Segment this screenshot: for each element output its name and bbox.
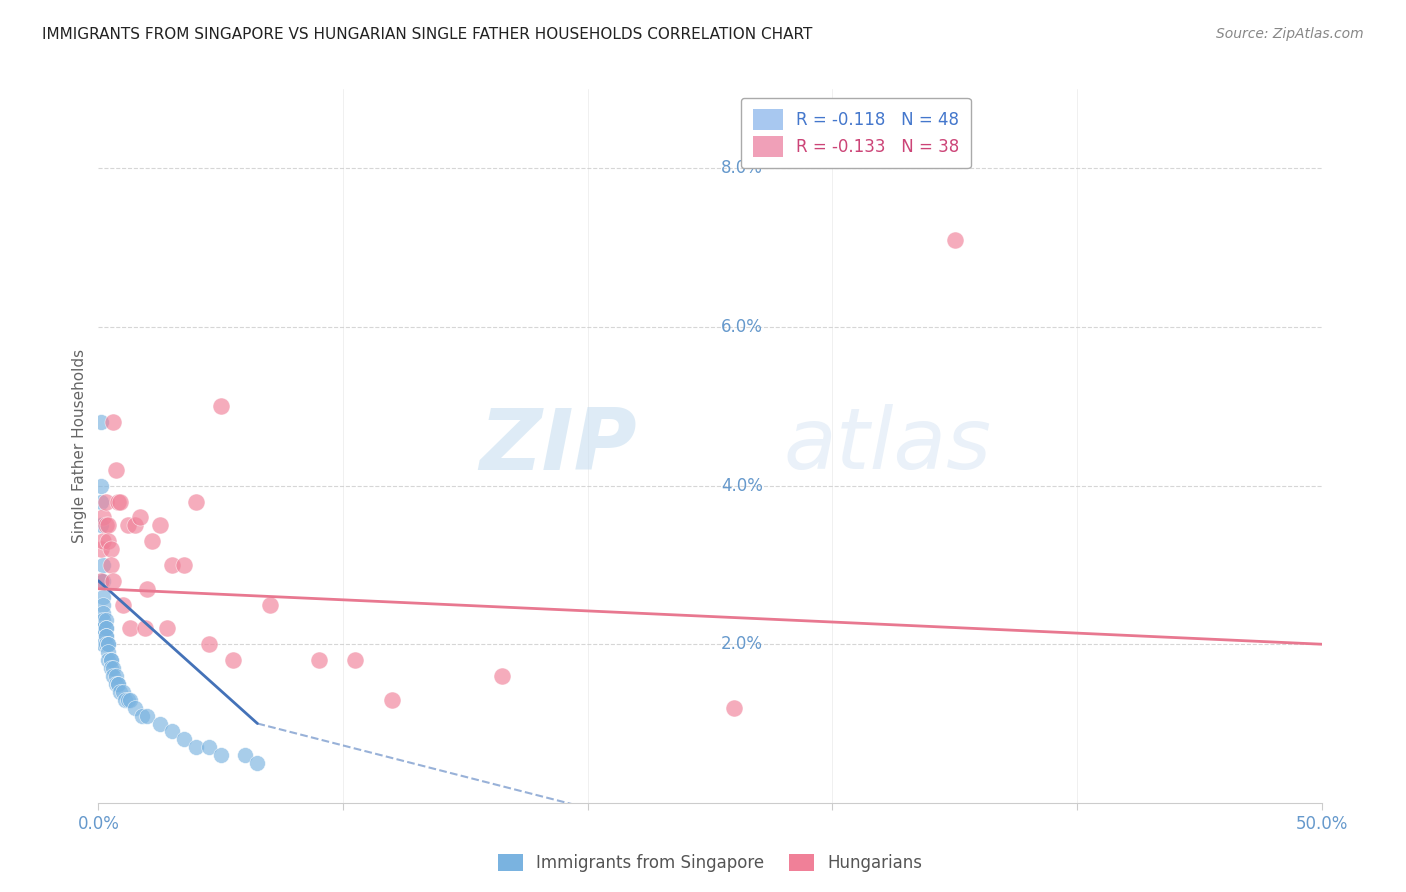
Point xyxy=(222,653,245,667)
Point xyxy=(141,534,163,549)
Point xyxy=(91,558,114,572)
Point xyxy=(97,637,120,651)
Point xyxy=(91,534,114,549)
Point xyxy=(491,669,513,683)
Y-axis label: Single Father Households: Single Father Households xyxy=(72,349,87,543)
Point xyxy=(91,606,114,620)
Text: IMMIGRANTS FROM SINGAPORE VS HUNGARIAN SINGLE FATHER HOUSEHOLDS CORRELATION CHAR: IMMIGRANTS FROM SINGAPORE VS HUNGARIAN S… xyxy=(42,27,813,42)
Point xyxy=(107,677,129,691)
Point xyxy=(91,574,114,588)
Legend: Immigrants from Singapore, Hungarians: Immigrants from Singapore, Hungarians xyxy=(489,846,931,880)
Point xyxy=(723,700,745,714)
Point xyxy=(160,724,183,739)
Point xyxy=(90,415,112,429)
Point xyxy=(129,510,152,524)
Point xyxy=(173,732,195,747)
Point xyxy=(94,637,117,651)
Point xyxy=(149,716,172,731)
Point xyxy=(94,614,117,628)
Point xyxy=(136,582,159,596)
Point xyxy=(100,661,122,675)
Point xyxy=(104,677,127,691)
Point xyxy=(104,669,127,683)
Point xyxy=(94,621,117,635)
Point xyxy=(97,653,120,667)
Text: atlas: atlas xyxy=(783,404,991,488)
Point xyxy=(209,400,232,414)
Point xyxy=(91,637,114,651)
Point xyxy=(136,708,159,723)
Point xyxy=(197,740,219,755)
Point xyxy=(90,494,112,508)
Point xyxy=(114,692,136,706)
Point xyxy=(246,756,269,771)
Text: 6.0%: 6.0% xyxy=(721,318,763,336)
Point xyxy=(259,598,281,612)
Point xyxy=(91,510,114,524)
Point xyxy=(111,598,134,612)
Point xyxy=(101,661,124,675)
Text: Source: ZipAtlas.com: Source: ZipAtlas.com xyxy=(1216,27,1364,41)
Point xyxy=(94,629,117,643)
Point xyxy=(100,653,122,667)
Point xyxy=(124,518,146,533)
Point xyxy=(107,494,129,508)
Point xyxy=(149,518,172,533)
Point xyxy=(101,415,124,429)
Point xyxy=(173,558,195,572)
Point xyxy=(308,653,330,667)
Point xyxy=(943,233,966,247)
Text: 4.0%: 4.0% xyxy=(721,476,763,495)
Point xyxy=(90,621,112,635)
Point xyxy=(186,740,208,755)
Point xyxy=(107,677,129,691)
Point xyxy=(100,653,122,667)
Point xyxy=(101,574,124,588)
Point xyxy=(186,494,208,508)
Point xyxy=(91,621,114,635)
Point xyxy=(209,748,232,763)
Point xyxy=(124,700,146,714)
Point xyxy=(111,685,134,699)
Point xyxy=(104,463,127,477)
Point xyxy=(120,692,142,706)
Point xyxy=(91,598,114,612)
Point xyxy=(91,614,114,628)
Point xyxy=(91,590,114,604)
Point xyxy=(233,748,256,763)
Point xyxy=(160,558,183,572)
Point xyxy=(90,574,112,588)
Point xyxy=(90,478,112,492)
Point xyxy=(97,534,120,549)
Point xyxy=(110,494,132,508)
Point xyxy=(94,494,117,508)
Point xyxy=(197,637,219,651)
Text: 8.0%: 8.0% xyxy=(721,160,763,178)
Point xyxy=(90,542,112,557)
Point xyxy=(100,542,122,557)
Point xyxy=(110,685,132,699)
Point xyxy=(94,629,117,643)
Point xyxy=(94,518,117,533)
Point xyxy=(90,574,112,588)
Text: ZIP: ZIP xyxy=(479,404,637,488)
Point xyxy=(90,518,112,533)
Point xyxy=(120,621,142,635)
Point xyxy=(344,653,367,667)
Point xyxy=(134,621,156,635)
Point xyxy=(131,708,153,723)
Point xyxy=(101,669,124,683)
Point xyxy=(97,518,120,533)
Point xyxy=(100,558,122,572)
Point xyxy=(156,621,179,635)
Point xyxy=(97,645,120,659)
Point xyxy=(117,518,139,533)
Point xyxy=(117,692,139,706)
Point xyxy=(94,621,117,635)
Point xyxy=(381,692,404,706)
Text: 2.0%: 2.0% xyxy=(721,635,763,653)
Point xyxy=(97,637,120,651)
